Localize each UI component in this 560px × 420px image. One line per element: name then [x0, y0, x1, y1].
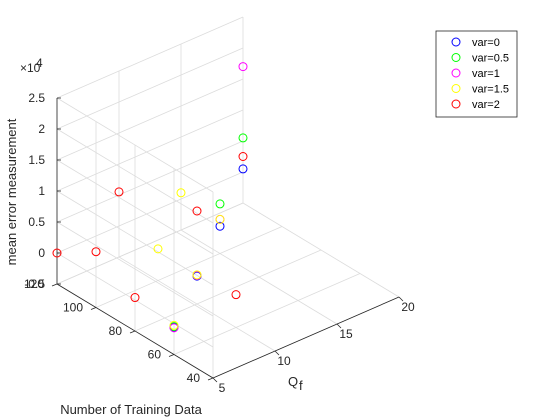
legend-box — [435, 30, 518, 118]
legend-label: var=2 — [472, 99, 500, 111]
data-point-var-1 — [169, 323, 179, 333]
x-tick-mark — [212, 377, 218, 383]
marker-layer — [52, 62, 248, 333]
data-point-var-2 — [91, 247, 101, 257]
z-tick-label: 1 — [38, 184, 45, 198]
x-tick-label: 5 — [219, 381, 226, 395]
z-exponent-power: 4 — [36, 56, 43, 70]
data-point-var-0-5 — [215, 199, 225, 209]
legend-marker — [451, 68, 461, 78]
legend-label: var=1 — [472, 68, 500, 80]
z-tick-label: 2.5 — [28, 91, 45, 105]
x-axis-line — [212, 296, 400, 379]
z-tick-label: 1.5 — [28, 153, 45, 167]
x-tick-mark — [336, 323, 342, 329]
y-tick-mark — [129, 330, 136, 334]
data-point-var-0 — [215, 221, 225, 231]
x-tick-mark — [398, 296, 404, 302]
sidewall-gridline-z — [56, 252, 214, 348]
data-point-var-1-5 — [215, 214, 225, 224]
z-tick-label: 0 — [38, 246, 45, 260]
z-tick-label: 0.5 — [28, 215, 45, 229]
z-exponent-base: ×10 — [20, 61, 41, 75]
data-point-var-2 — [231, 290, 241, 300]
backwall-gridline-z — [56, 78, 244, 161]
legend-marker — [451, 53, 461, 62]
data-point-var-2 — [52, 248, 62, 258]
legend-label: var=1.5 — [472, 84, 509, 96]
backwall-gridline-z — [56, 202, 244, 285]
data-point-var-1-5 — [169, 320, 179, 330]
y-axis-label: Number of Training Data — [60, 402, 202, 417]
legend-marker — [451, 84, 461, 93]
data-point-var-2 — [114, 187, 124, 197]
x-axis-label: Q f — [288, 374, 303, 393]
sidewall-gridline-z — [56, 221, 214, 317]
x-tick-label: 15 — [339, 327, 353, 341]
legend-marker — [451, 99, 461, 109]
data-point-var-1-5 — [153, 244, 163, 254]
data-point-var-2 — [238, 152, 248, 161]
x-axis-label-subscript: f — [299, 378, 303, 393]
data-point-var-2 — [130, 293, 140, 303]
y-tick-label: 60 — [148, 348, 162, 362]
x-tick-label: 10 — [277, 354, 291, 368]
data-point-var-2 — [192, 206, 202, 216]
floor-gridline-y — [173, 273, 361, 355]
floor-gridline-y — [134, 249, 322, 332]
legend-label: var=0 — [472, 37, 500, 49]
x-tick-mark — [274, 350, 280, 356]
z-axis-exponent: ×10 4 — [20, 56, 43, 75]
sidewall-gridline-z — [56, 159, 214, 255]
z-tick-label: 2 — [38, 122, 45, 136]
y-tick-label: 80 — [109, 324, 123, 338]
data-point-var-1-5 — [192, 270, 202, 280]
x-axis-label-main: Q — [288, 374, 298, 389]
y-tick-mark — [90, 307, 97, 310]
tick-layer: 5 10 15 20 40 60 80 100 120-0.5 0 0.5 1 1.5 2 2.5 — [24, 91, 415, 395]
sidewall-gridline-z — [56, 97, 214, 193]
y-tick-mark — [168, 354, 175, 357]
backwall-gridline-z — [56, 109, 244, 192]
z-tick-label: -0.5 — [24, 277, 45, 291]
y-tick-label: 40 — [187, 371, 201, 385]
x-tick-label: 20 — [401, 300, 415, 314]
legend: var=0 var=0.5 var=1 var=1.5 var=2 — [435, 30, 518, 118]
sidewall-gridline-z — [56, 190, 214, 286]
y-tick-label: 100 — [63, 301, 83, 315]
data-point-var-1-5 — [176, 188, 186, 198]
data-point-var-0-5 — [238, 133, 248, 143]
backwall-gridline-z — [56, 16, 244, 99]
y-tick-mark — [51, 283, 58, 287]
backwall-gridline-z — [56, 47, 244, 130]
floor-gridline-y — [95, 226, 283, 308]
z-axis-label: mean error measurement — [4, 118, 19, 265]
data-point-var-0 — [238, 164, 248, 174]
backwall-gridline-z — [56, 171, 244, 254]
y-tick-label: 120 — [24, 277, 44, 291]
backwall-gridline-z — [56, 140, 244, 223]
y-tick-mark — [207, 377, 214, 381]
legend-marker — [451, 37, 461, 47]
data-point-var-1 — [238, 62, 248, 72]
sidewall-gridline-z — [56, 128, 214, 224]
legend-label: var=0.5 — [472, 53, 509, 65]
